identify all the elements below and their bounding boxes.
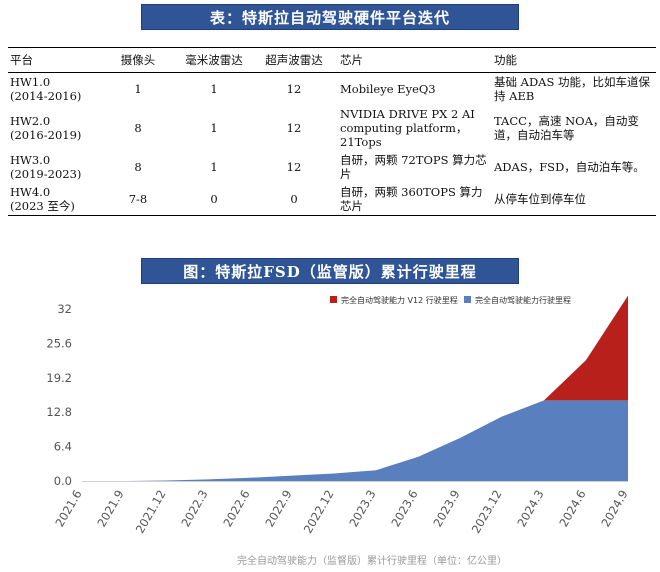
series-area-fsd xyxy=(82,400,628,481)
chip-cell: NVIDIA DRIVE PX 2 AI computing platform，… xyxy=(340,107,475,149)
platform-period: (2014-2016) xyxy=(10,89,82,103)
x-tick-label: 2022.12 xyxy=(301,488,337,536)
y-tick-label: 32 xyxy=(57,302,72,316)
y-tick-label: 6.4 xyxy=(54,440,72,454)
table-row: HW3.0 (2019-2023) 8 1 12 自研，两颗 72TOPS 算力芯… xyxy=(8,151,656,183)
x-tick-label: 2023.6 xyxy=(388,488,420,530)
mmwave-cell: 1 xyxy=(210,160,218,174)
platform-period: (2016-2019) xyxy=(10,128,82,142)
legend-label: 完全自动驾驶能力 V12 行驶里程 xyxy=(341,295,458,305)
chart-title: 图：特斯拉FSD（监管版）累计行驶里程 xyxy=(183,262,477,281)
header-ultrasonic: 超声波雷达 xyxy=(265,53,323,67)
hardware-table: 平台 摄像头 毫米波雷达 超声波雷达 芯片 功能 HW1.0 (2014-2016… xyxy=(8,47,656,216)
x-axis-label: 完全自动驾驶能力（监督版）累计行驶里程（单位：亿公里） xyxy=(237,554,507,567)
x-axis: 2021.6 2021.9 2021.12 2022.3 2022.6 2022.9 202… xyxy=(52,488,630,536)
header-chip: 芯片 xyxy=(340,53,363,67)
header-platform: 平台 xyxy=(10,53,33,67)
platform-cell: HW3.0 (2019-2023) xyxy=(8,151,98,183)
y-tick-label: 0.0 xyxy=(54,474,72,488)
header-mmwave: 毫米波雷达 xyxy=(185,53,243,67)
mmwave-cell: 1 xyxy=(210,82,218,96)
series-area-v12 xyxy=(544,295,628,401)
cameras-cell: 7-8 xyxy=(128,192,148,206)
ultrasonic-cell: 0 xyxy=(290,192,298,206)
header-features: 功能 xyxy=(494,53,517,67)
x-tick-label: 2021.9 xyxy=(94,488,126,530)
x-tick-label: 2024.6 xyxy=(556,488,588,530)
table-header-row: 平台 摄像头 毫米波雷达 超声波雷达 芯片 功能 xyxy=(8,47,656,73)
cameras-cell: 8 xyxy=(134,121,142,135)
platform-gen: HW3.0 xyxy=(10,153,51,167)
x-tick-label: 2021.12 xyxy=(133,488,169,536)
x-tick-label: 2023.12 xyxy=(469,488,505,536)
chip-cell: Mobileye EyeQ3 xyxy=(340,82,436,96)
legend-swatch xyxy=(330,296,337,303)
mmwave-cell: 0 xyxy=(210,192,218,206)
features-cell: 基础 ADAS 功能，比如车道保持 AEB xyxy=(494,75,651,103)
features-cell: ADAS，FSD，自动泊车等。 xyxy=(494,160,645,174)
x-tick-label: 2024.9 xyxy=(598,488,630,530)
table-row: HW2.0 (2016-2019) 8 1 12 NVIDIA DRIVE PX … xyxy=(8,105,656,151)
ultrasonic-cell: 12 xyxy=(286,121,302,135)
x-tick-label: 2023.9 xyxy=(430,488,462,530)
fsd-mileage-chart: 0.0 6.4 12.8 19.2 25.6 32 2021.6 2021.9 2021.12… xyxy=(46,295,630,567)
platform-period: (2023 至今) xyxy=(10,199,75,213)
x-tick-label: 2021.6 xyxy=(52,488,84,530)
x-tick-label: 2022.3 xyxy=(178,488,210,530)
legend: 完全自动驾驶能力 V12 行驶里程 完全自动驾驶能力行驶里程 xyxy=(330,295,571,305)
legend-label: 完全自动驾驶能力行驶里程 xyxy=(475,295,571,305)
platform-cell: HW1.0 (2014-2016) xyxy=(8,73,98,106)
legend-swatch xyxy=(464,296,471,303)
x-tick-label: 2022.9 xyxy=(262,488,294,530)
mmwave-cell: 1 xyxy=(210,121,218,135)
chip-cell: 自研，两颗 72TOPS 算力芯片 xyxy=(340,153,487,181)
table-row: HW1.0 (2014-2016) 1 1 12 Mobileye EyeQ3 基… xyxy=(8,73,656,106)
y-tick-label: 25.6 xyxy=(46,336,72,350)
platform-cell: HW2.0 (2016-2019) xyxy=(8,105,98,151)
y-tick-label: 12.8 xyxy=(46,405,72,419)
table-title: 表：特斯拉自动驾驶硬件平台迭代 xyxy=(209,8,450,27)
chart-title-banner: 图：特斯拉FSD（监管版）累计行驶里程 xyxy=(141,258,519,284)
x-tick-label: 2023.3 xyxy=(346,488,378,530)
platform-period: (2019-2023) xyxy=(10,167,82,181)
ultrasonic-cell: 12 xyxy=(286,160,302,174)
features-cell: 从停车位到停车位 xyxy=(494,192,586,206)
platform-cell: HW4.0 (2023 至今) xyxy=(8,183,98,216)
table-title-banner: 表：特斯拉自动驾驶硬件平台迭代 xyxy=(141,4,519,30)
y-axis: 0.0 6.4 12.8 19.2 25.6 32 xyxy=(46,302,72,488)
platform-gen: HW2.0 xyxy=(10,114,51,128)
platform-gen: HW1.0 xyxy=(10,75,51,89)
header-cameras: 摄像头 xyxy=(120,53,156,67)
ultrasonic-cell: 12 xyxy=(286,82,302,96)
table-row: HW4.0 (2023 至今) 7-8 0 0 自研，两颗 360TOPS 算力芯… xyxy=(8,183,656,216)
plot-area xyxy=(82,295,628,482)
cameras-cell: 8 xyxy=(134,160,142,174)
chip-cell: 自研，两颗 360TOPS 算力芯片 xyxy=(340,185,483,213)
y-tick-label: 19.2 xyxy=(46,371,72,385)
x-tick-label: 2024.3 xyxy=(514,488,546,530)
platform-gen: HW4.0 xyxy=(10,185,51,199)
x-tick-label: 2022.6 xyxy=(220,488,252,530)
cameras-cell: 1 xyxy=(134,82,142,96)
features-cell: TACC，高速 NOA，自动变道，自动泊车等 xyxy=(494,114,639,142)
